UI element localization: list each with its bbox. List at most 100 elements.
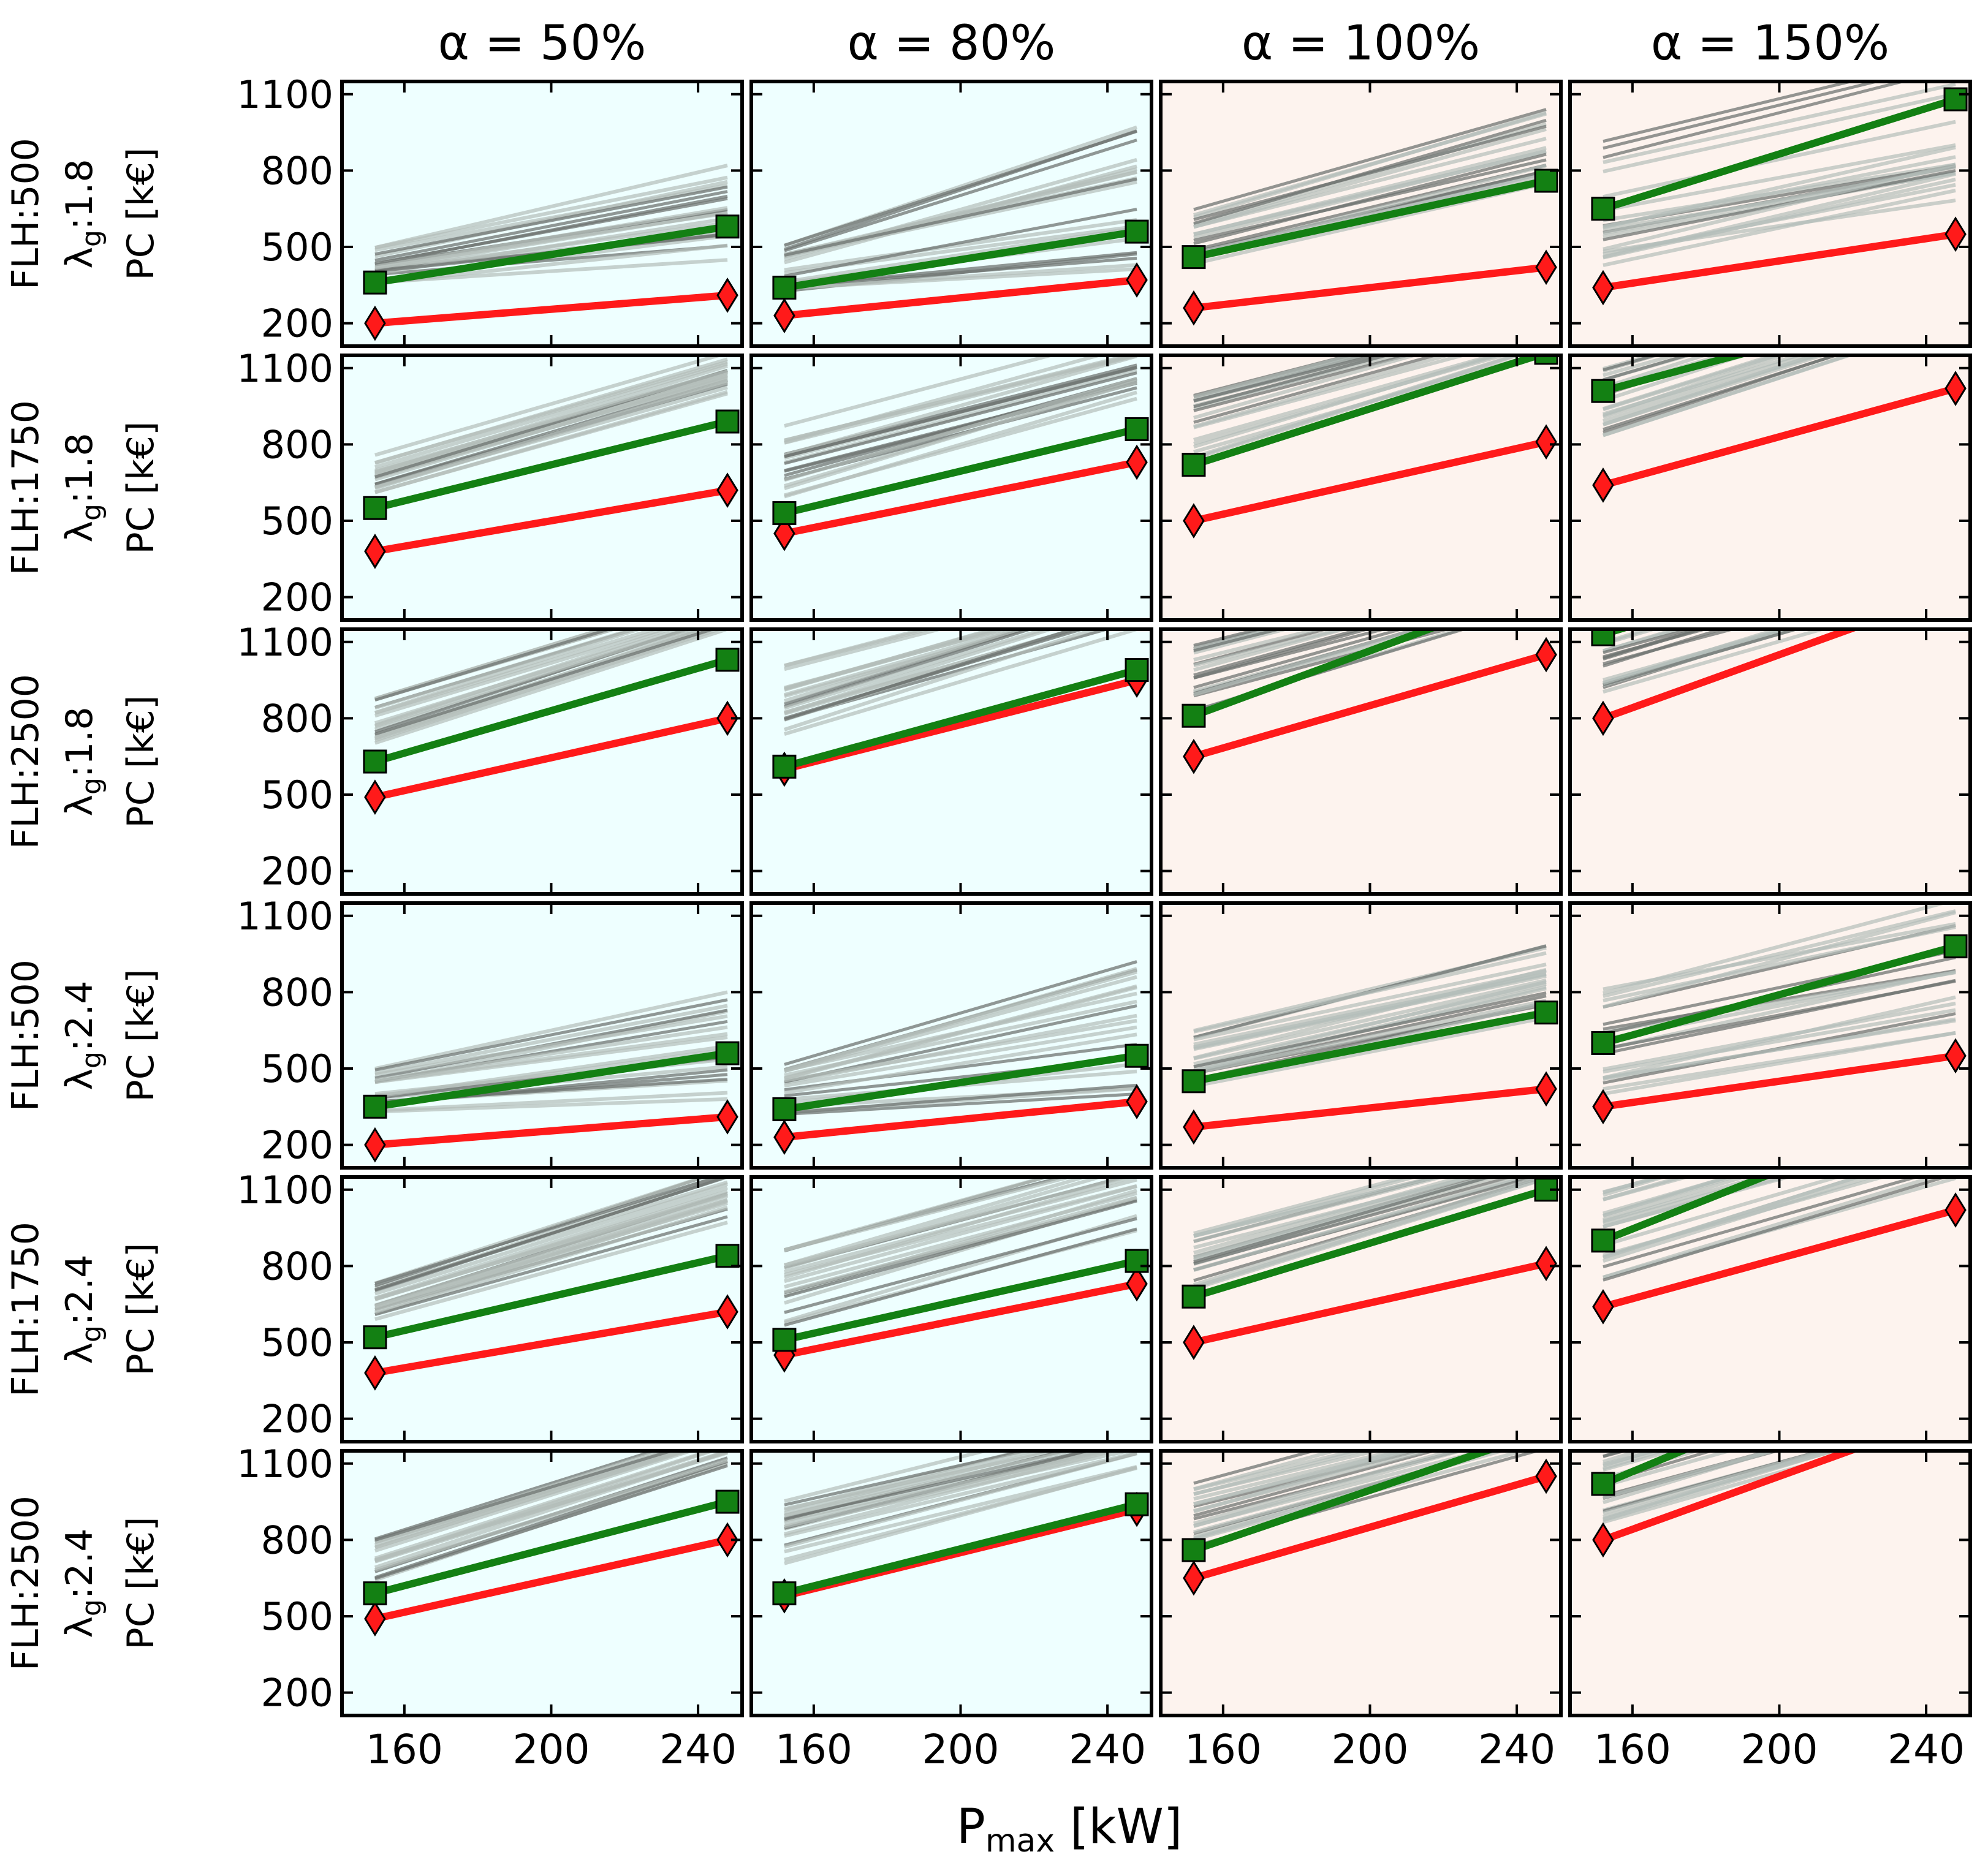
scenario-line bbox=[784, 1195, 1137, 1294]
scenario-line bbox=[784, 377, 1137, 482]
panel-frame bbox=[1568, 1449, 1972, 1717]
panel-frame bbox=[749, 80, 1153, 348]
red-diamond-marker bbox=[1183, 503, 1205, 539]
scenario-line bbox=[374, 1451, 659, 1541]
scenario-line bbox=[1193, 355, 1470, 429]
scenario-line bbox=[784, 629, 1026, 703]
scenario-line bbox=[1193, 1015, 1547, 1088]
scenario-line bbox=[1193, 1451, 1457, 1526]
red-series-line bbox=[374, 486, 729, 555]
scenario-line bbox=[1603, 1177, 1844, 1247]
scenario-line bbox=[784, 1032, 1137, 1095]
panel bbox=[1568, 354, 1972, 622]
scenario-line bbox=[1193, 355, 1523, 461]
y-tick-label: 800 bbox=[261, 148, 333, 193]
panel bbox=[1568, 80, 1972, 348]
green-square-marker bbox=[1125, 1249, 1149, 1273]
y-tick-label: 800 bbox=[261, 422, 333, 467]
panel bbox=[749, 1175, 1153, 1443]
panel-frame bbox=[749, 1449, 1153, 1717]
panel: 200 500 800 1100 bbox=[237, 346, 744, 622]
green-series-line bbox=[374, 1050, 728, 1111]
scenario-line bbox=[1193, 991, 1547, 1069]
scenario-line bbox=[1603, 629, 1739, 665]
green-square-marker bbox=[1591, 1472, 1615, 1496]
panel-background bbox=[1570, 81, 1970, 346]
red-diamond-marker bbox=[1183, 1560, 1205, 1596]
scenario-line bbox=[1603, 629, 1702, 660]
x-axis-label: Pmax [kW] bbox=[957, 1799, 1182, 1859]
scenario-line bbox=[1193, 1177, 1478, 1259]
row-flh-label: FLH:2500 bbox=[4, 1496, 47, 1671]
green-square-marker bbox=[715, 1041, 740, 1065]
y-axis-label: PC [k€] bbox=[120, 1517, 162, 1650]
panel-frame bbox=[749, 627, 1153, 896]
scenario-line bbox=[1602, 355, 1854, 437]
red-series-line bbox=[783, 458, 1138, 537]
scenario-line bbox=[784, 1092, 1137, 1116]
red-series-line bbox=[1603, 1052, 1956, 1111]
scenario-line bbox=[1603, 921, 1956, 991]
scenario-line bbox=[1193, 629, 1366, 677]
y-tick-label: 500 bbox=[261, 1320, 333, 1365]
row-label-group: FLH:500 λg:2.4 PC [k€] bbox=[4, 959, 162, 1111]
scenario-line bbox=[1603, 1177, 1688, 1201]
scenario-line bbox=[374, 361, 728, 469]
x-tick-label: 240 bbox=[1478, 1726, 1555, 1773]
scenario-line bbox=[1193, 629, 1424, 697]
scenario-line bbox=[374, 390, 728, 494]
scenario-line bbox=[784, 1025, 1137, 1088]
column-title: α = 100% bbox=[1242, 16, 1480, 71]
scenario-line bbox=[1603, 629, 1829, 694]
x-tick-label: 240 bbox=[1887, 1726, 1965, 1773]
panel-frame bbox=[340, 901, 744, 1170]
green-square-marker bbox=[1125, 1492, 1149, 1516]
red-series-line bbox=[1193, 438, 1547, 524]
green-square-marker bbox=[1591, 1031, 1615, 1055]
panel-frame bbox=[1568, 627, 1972, 896]
y-tick-label: 500 bbox=[261, 1046, 333, 1091]
y-axis-label: PC [k€] bbox=[120, 148, 162, 281]
panel-frame bbox=[749, 1175, 1153, 1443]
y-tick-label: 500 bbox=[261, 499, 333, 543]
scenario-line bbox=[1603, 1451, 1780, 1505]
red-diamond-marker bbox=[364, 779, 386, 815]
scenario-line bbox=[1193, 629, 1349, 668]
panel-frame bbox=[1568, 80, 1972, 348]
green-square-marker bbox=[715, 409, 740, 434]
scenario-line bbox=[784, 1083, 1137, 1115]
scenario-line bbox=[784, 1465, 1137, 1554]
red-series-line bbox=[1603, 230, 1956, 292]
green-square-marker bbox=[1182, 703, 1206, 728]
scenario-line bbox=[1193, 146, 1547, 236]
panel bbox=[749, 354, 1153, 622]
y-axis-label: PC [k€] bbox=[120, 422, 162, 554]
scenario-line bbox=[374, 258, 728, 285]
scenario-line bbox=[1603, 355, 1710, 390]
scenario-line bbox=[784, 218, 1137, 272]
scenario-line bbox=[1193, 1451, 1467, 1528]
green-square-marker bbox=[1182, 453, 1206, 477]
scenario-line bbox=[1193, 963, 1547, 1042]
y-tick-label: 1100 bbox=[237, 894, 333, 939]
panel bbox=[1159, 80, 1563, 348]
green-square-marker bbox=[363, 749, 387, 774]
red-diamond-marker bbox=[773, 298, 795, 334]
panel: 200 500 800 1100 160 200 240 bbox=[237, 1442, 744, 1773]
red-series-line bbox=[1602, 385, 1957, 489]
red-diamond-marker bbox=[1944, 1192, 1967, 1228]
panel: 200 500 800 1100 bbox=[237, 72, 744, 348]
red-diamond-marker bbox=[1126, 444, 1148, 480]
green-square-marker bbox=[772, 501, 797, 526]
scenario-line bbox=[374, 629, 687, 725]
scenario-line bbox=[374, 194, 728, 266]
panel-background bbox=[1570, 355, 1970, 620]
panel-frame bbox=[340, 354, 744, 622]
scenario-line bbox=[1603, 1177, 1767, 1224]
scenario-line bbox=[784, 130, 1137, 247]
scenario-line bbox=[1193, 1451, 1434, 1513]
scenario-line bbox=[1603, 1451, 1841, 1519]
red-series-line bbox=[1193, 263, 1547, 312]
green-square-marker bbox=[772, 1328, 797, 1352]
panel-frame bbox=[749, 354, 1153, 622]
